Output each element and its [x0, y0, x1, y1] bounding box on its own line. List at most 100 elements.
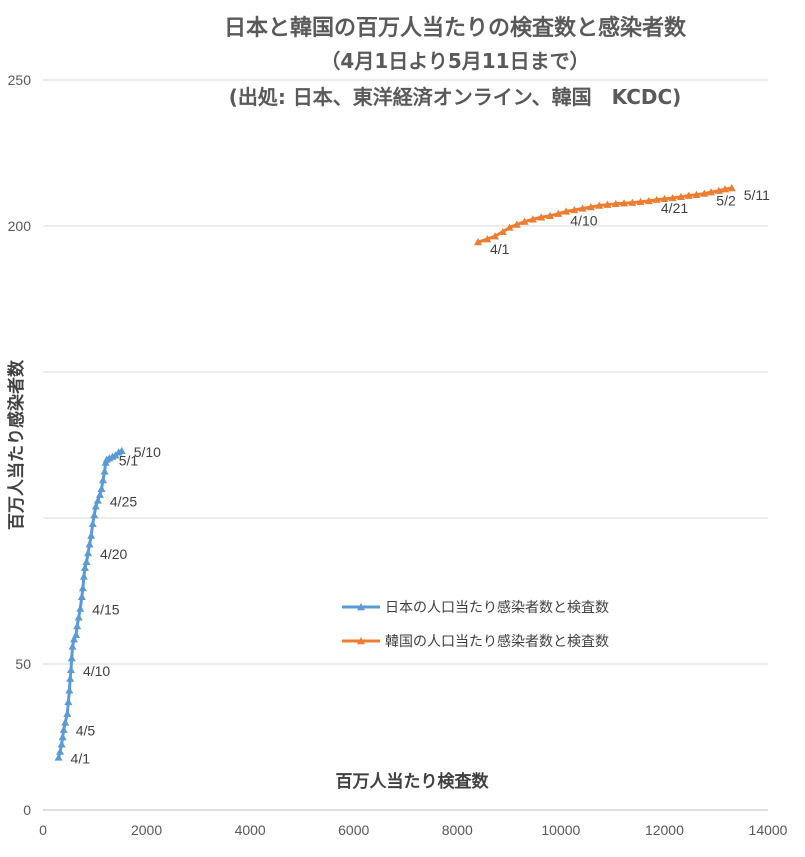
- data-point-marker: [66, 665, 75, 674]
- data-point-marker: [505, 223, 514, 231]
- data-point-marker: [570, 205, 579, 214]
- data-point-marker: [91, 502, 100, 510]
- data-point-marker: [700, 189, 709, 197]
- y-tick-label: 0: [23, 802, 31, 818]
- data-point-marker: [93, 496, 102, 504]
- legend-entry: 日本の人口当たり感染者数と検査数: [342, 599, 609, 616]
- data-point-marker: [64, 697, 73, 706]
- data-point-marker: [54, 753, 63, 761]
- data-point-marker: [512, 220, 521, 228]
- data-point-marker: [61, 718, 70, 726]
- data-label: 4/10: [570, 213, 597, 229]
- y-tick-label: 200: [8, 218, 32, 234]
- data-point-marker: [545, 211, 554, 219]
- data-label: 5/2: [716, 193, 736, 209]
- data-point-marker: [74, 613, 83, 621]
- data-point-marker: [528, 215, 537, 223]
- legend-entry: 韓国の人口当たり感染者数と検査数: [342, 633, 609, 650]
- data-point-marker: [537, 213, 546, 221]
- data-point-marker: [677, 192, 685, 200]
- x-tick-label: 2000: [131, 822, 162, 838]
- chart-source: (出処: 日本、東洋経済オンライン、韓国 KCDC): [229, 85, 682, 109]
- data-point-marker: [73, 622, 82, 630]
- data-point-marker: [628, 198, 637, 206]
- data-point-marker: [620, 199, 629, 207]
- data-point-marker: [668, 193, 677, 202]
- data-point-marker: [67, 654, 76, 662]
- chart-title: 日本と韓国の百万人当たりの検査数と感染者数: [224, 15, 687, 41]
- data-point-marker: [59, 725, 68, 733]
- data-point-marker: [117, 446, 126, 455]
- y-tick-label: 250: [8, 72, 32, 88]
- legend-swatch-marker: [357, 637, 365, 645]
- data-label: 5/11: [744, 187, 770, 203]
- x-tick-label: 6000: [338, 822, 369, 838]
- data-point-marker: [78, 584, 87, 592]
- data-label: 5/1: [119, 453, 139, 469]
- data-point-marker: [652, 195, 661, 203]
- data-point-marker: [90, 511, 99, 519]
- data-point-marker: [721, 185, 730, 193]
- data-point-marker: [684, 191, 693, 199]
- series-layer: 4/1 4/5 4/10 4/15 4/20 4/25 5/15/10 4/1 4/10 4/21…: [54, 184, 770, 766]
- data-point-marker: [520, 217, 529, 225]
- data-point-marker: [99, 476, 108, 484]
- y-axis-title: 百万人当たり感染者数: [6, 359, 27, 530]
- data-point-marker: [714, 186, 723, 194]
- data-label: 4/10: [83, 663, 110, 679]
- data-point-marker: [63, 709, 72, 717]
- x-tick-label: 12000: [645, 822, 684, 838]
- data-point-marker: [498, 227, 507, 236]
- data-point-marker: [68, 642, 77, 650]
- series-1: 4/1 4/5 4/10 4/15 4/20 4/25 5/15/10: [54, 444, 161, 766]
- x-tick-label: 8000: [442, 822, 473, 838]
- series-2: 4/1 4/10 4/21 5/2 5/11: [474, 184, 770, 257]
- data-point-marker: [595, 201, 604, 209]
- data-point-marker: [562, 207, 571, 215]
- data-point-marker: [474, 238, 482, 246]
- y-tick-label: 50: [15, 656, 31, 672]
- data-point-marker: [79, 572, 88, 580]
- x-tick-label: 0: [39, 822, 47, 838]
- data-point-marker: [58, 733, 67, 741]
- data-point-marker: [77, 592, 86, 601]
- data-point-marker: [57, 740, 66, 748]
- data-point-marker: [586, 203, 595, 211]
- data-point-marker: [554, 209, 563, 217]
- data-point-marker: [636, 197, 645, 205]
- data-point-marker: [76, 604, 85, 612]
- x-tick-label: 10000: [541, 822, 580, 838]
- data-point-marker: [80, 563, 89, 571]
- data-point-marker: [65, 686, 74, 694]
- data-label: 4/1: [490, 241, 510, 257]
- legend-label: 韓国の人口当たり感染者数と検査数: [385, 633, 609, 650]
- data-label: 5/10: [134, 444, 161, 460]
- data-point-marker: [727, 184, 736, 192]
- y-axis-ticks: 0 50 200 250: [8, 72, 32, 818]
- data-label: 4/21: [661, 200, 688, 216]
- gridlines: [43, 79, 768, 811]
- x-tick-label: 4000: [235, 822, 266, 838]
- x-tick-label: 14000: [749, 822, 788, 838]
- data-point-marker: [95, 490, 104, 498]
- data-point-marker: [66, 674, 75, 682]
- x-axis-ticks: 0 2000 4000 6000 8000 10000 12000 14000: [39, 822, 788, 838]
- chart-subtitle: （4月1日より5月11日まで）: [320, 49, 589, 73]
- data-point-marker: [100, 467, 109, 475]
- data-point-marker: [611, 199, 620, 208]
- data-label: 4/20: [100, 546, 127, 562]
- data-point-marker: [660, 194, 669, 203]
- data-point-marker: [491, 232, 500, 240]
- data-point-marker: [603, 200, 612, 208]
- data-point-marker: [97, 484, 106, 492]
- data-point-marker: [82, 557, 91, 565]
- data-point-marker: [84, 549, 93, 557]
- data-point-marker: [578, 204, 587, 212]
- data-label: 4/1: [71, 750, 91, 766]
- x-axis-title: 百万人当たり検査数: [336, 771, 490, 792]
- data-point-marker: [707, 188, 716, 196]
- data-point-marker: [88, 519, 97, 528]
- legend-swatch-marker: [357, 603, 365, 611]
